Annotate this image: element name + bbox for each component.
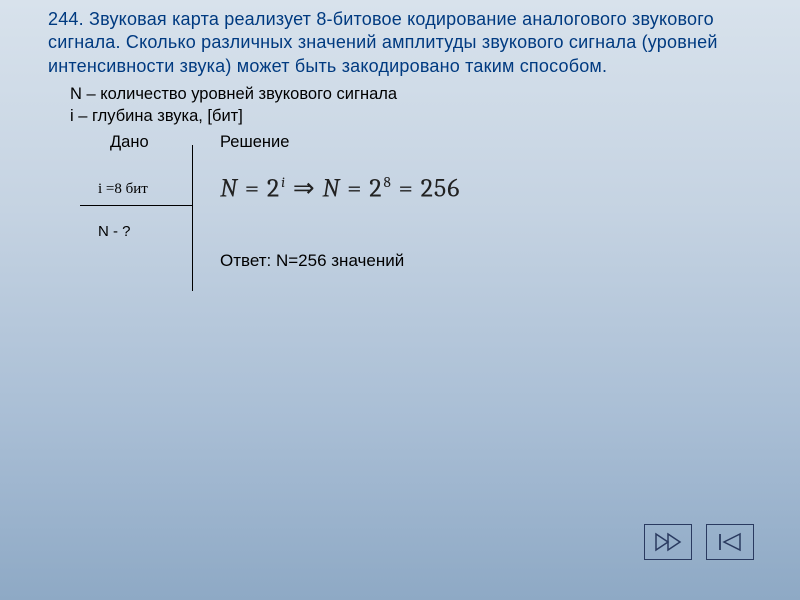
vertical-divider (192, 145, 193, 291)
skip-first-icon (717, 532, 743, 552)
formula-eq3: = 256 (392, 174, 461, 204)
work-area: Дано Решение i =8 бит N - ? N = 2i ⇒ N =… (80, 133, 754, 313)
formula-n1: N (220, 174, 238, 204)
given-question: N - ? (98, 223, 131, 240)
formula-arrow: ⇒ (286, 174, 322, 204)
def-n: N – количество уровней звукового сигнала (70, 84, 754, 105)
next-button[interactable] (644, 524, 692, 560)
given-divider (80, 205, 192, 206)
formula-exp2: 8 (383, 173, 391, 191)
def-i: i – глубина звука, [бит] (70, 106, 754, 127)
first-button[interactable] (706, 524, 754, 560)
formula-eq1: = 2 (238, 174, 280, 204)
given-value: i =8 бит (98, 181, 148, 198)
problem-text: 244. Звуковая карта реализует 8-битовое … (48, 8, 754, 78)
play-forward-icon (654, 532, 682, 552)
formula-eq2: = 2 (340, 174, 382, 204)
formula: N = 2i ⇒ N = 28 = 256 (220, 173, 460, 204)
given-label: Дано (110, 133, 149, 152)
solution-label: Решение (220, 133, 300, 152)
answer-text: Ответ: N=256 значений (220, 251, 404, 271)
definitions: N – количество уровней звукового сигнала… (70, 84, 754, 127)
nav-controls (644, 524, 754, 560)
formula-n2: N (322, 174, 340, 204)
